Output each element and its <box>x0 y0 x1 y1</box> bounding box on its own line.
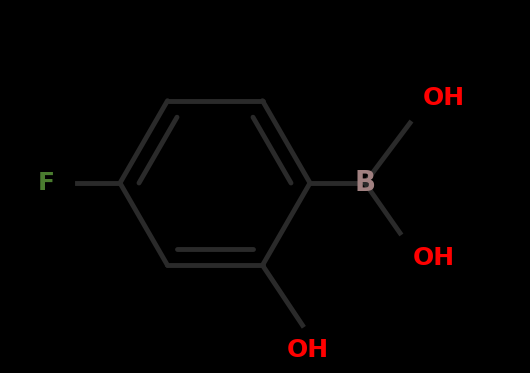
Text: B: B <box>355 169 376 197</box>
Text: OH: OH <box>423 86 465 110</box>
Text: OH: OH <box>413 246 455 270</box>
Text: OH: OH <box>286 338 329 362</box>
Text: F: F <box>38 171 55 195</box>
